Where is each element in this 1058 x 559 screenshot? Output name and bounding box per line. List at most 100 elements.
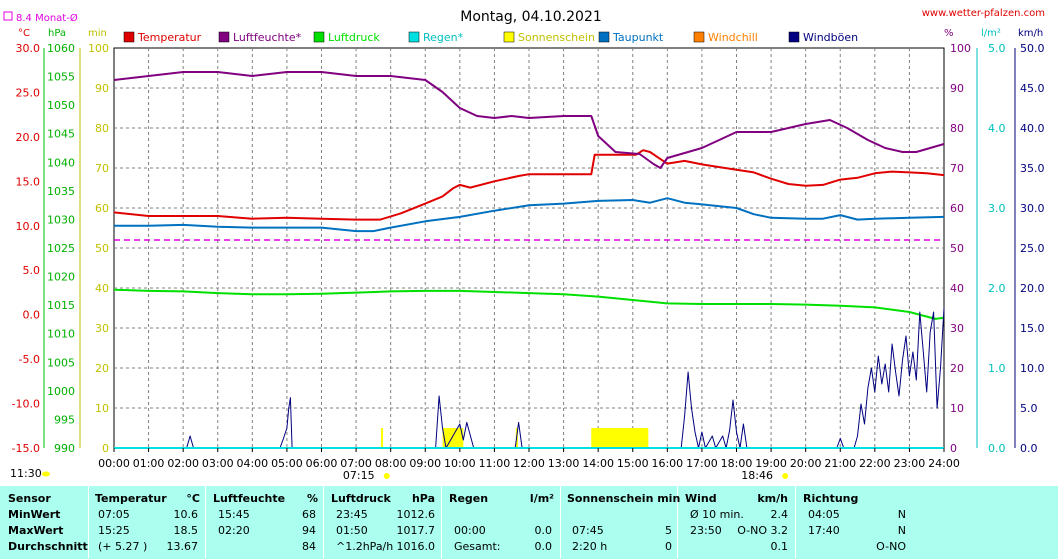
pressure-time: 01:50 [336,524,368,537]
x-tick-label: 11:00 [479,457,511,470]
x-tick-label: 10:00 [444,457,476,470]
direction-value: N [897,508,906,521]
min-tick-label: 100 [88,42,109,55]
min-tick-label: 30 [95,322,109,335]
lm2-tick-label: 1.0 [988,362,1006,375]
x-tick-label: 06:00 [306,457,338,470]
header-humidity-unit: % [306,492,318,505]
site-link[interactable]: www.wetter-pfalzen.com [922,8,1045,19]
legend-label: Sonnenschein [518,31,595,44]
column-separator [205,486,206,559]
celsius-tick-label: 10.0 [16,220,41,233]
percent-tick-label: 0 [950,442,957,455]
min-tick-label: 0 [102,442,109,455]
min-tick-label: 60 [95,202,109,215]
pressure-value: 1017.7 [396,524,436,537]
legend-swatch [313,31,325,43]
sunshine-bar [442,428,464,448]
celsius-tick-label: 25.0 [16,86,41,99]
legend-label: Windböen [803,31,858,44]
min-tick-label: 90 [95,82,109,95]
hpa-tick-label: 995 [54,413,75,426]
humidity-value: 84 [302,540,316,553]
humidity-value: 68 [302,508,316,521]
sunshine-value: 5 [665,524,672,537]
kmh-tick-label: 40.0 [1020,122,1045,135]
column-separator [88,486,89,559]
min-tick-label: 20 [95,362,109,375]
hpa-tick-label: 1060 [47,42,75,55]
x-tick-label: 03:00 [202,457,234,470]
x-tick-label: 02:00 [167,457,199,470]
statistics-table: Sensor Temperatur °C Luftfeuchte% Luftdruck h… [0,486,1058,559]
lm2-unit: l/m² [981,28,1001,39]
hpa-tick-label: 1045 [47,128,75,141]
legend-label: Taupunkt [612,31,664,44]
x-tick-label: 09:00 [409,457,441,470]
legend-label: Windchill [708,31,758,44]
x-tick-label: 04:00 [236,457,268,470]
series-line [114,197,945,233]
hpa-tick-label: 1000 [47,385,75,398]
header-wind: Wind [685,492,717,505]
corner-time: 11:30 [10,467,42,480]
legend-label: Luftfeuchte* [233,31,302,44]
header-rain: Regen [449,492,489,505]
row-label: MinWert [8,508,61,521]
wind-value: O-NO 3.2 [737,524,788,537]
percent-tick-label: 80 [950,122,964,135]
rain-value: 0.0 [534,540,553,553]
weather-chart: Montag, 04.10.2021 www.wetter-pfalzen.co… [3,8,1045,482]
hpa-tick-label: 1005 [47,356,75,369]
legend-swatch [693,31,705,43]
percent-tick-label: 20 [950,362,964,375]
celsius-tick-label: -10.0 [12,398,40,411]
header-sunshine: Sonnenschein min [567,492,681,505]
pressure-time: ^1.2hPa/h [336,540,394,553]
x-tick-label: 24:00 [928,457,960,470]
hpa-tick-label: 990 [54,442,75,455]
rain-time: Gesamt: [454,540,501,553]
legend-swatch [788,31,800,43]
column-separator [795,486,796,559]
column-separator [560,486,561,559]
kmh-unit: km/h [1018,28,1043,39]
header-wind-unit: km/h [757,492,788,505]
x-tick-label: 14:00 [582,457,614,470]
series-line [113,71,945,169]
kmh-tick-label: 25.0 [1020,242,1045,255]
sun-time-label: 18:46 [741,469,773,482]
hpa-tick-label: 1020 [47,271,75,284]
column-separator [677,486,678,559]
min-unit: min [88,28,107,39]
chart-grid [113,47,945,449]
x-tick-label: 05:00 [271,457,303,470]
legend-label: Temperatur [137,31,202,44]
kmh-tick-label: 15.0 [1020,322,1045,335]
x-tick-label: 16:00 [651,457,683,470]
min-tick-label: 10 [95,402,109,415]
min-tick-label: 80 [95,122,109,135]
legend-swatch [503,31,515,43]
x-tick-label: 19:00 [755,457,787,470]
percent-tick-label: 60 [950,202,964,215]
sunshine-bar [591,428,649,448]
chart-axes: 30.0 25.0 20.0 15.0 10.0 5.0 0.0 -5.0 -10.0 -15.0… [12,42,1045,455]
percent-tick-label: 40 [950,282,964,295]
temp-value: 10.6 [173,508,199,521]
row-label: Durchschnitt [8,540,88,553]
hpa-tick-label: 1030 [47,213,75,226]
x-tick-label: 12:00 [513,457,545,470]
kmh-tick-label: 5.0 [1020,402,1038,415]
x-tick-label: 18:00 [721,457,753,470]
percent-tick-label: 90 [950,82,964,95]
direction-time: 17:40 [808,524,840,537]
x-tick-label: 21:00 [824,457,856,470]
celsius-tick-label: 0.0 [23,309,41,322]
percent-tick-label: 10 [950,402,964,415]
temp-value: 18.5 [173,524,199,537]
percent-unit: % [944,28,954,39]
percent-tick-label: 30 [950,322,964,335]
pressure-value: 1012.6 [396,508,436,521]
hpa-tick-label: 1015 [47,299,75,312]
